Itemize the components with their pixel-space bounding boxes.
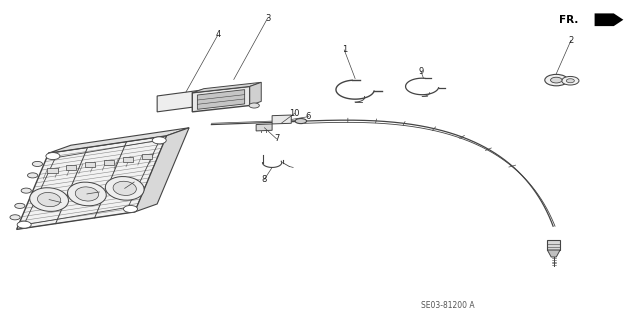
Polygon shape — [17, 136, 167, 229]
Text: 4: 4 — [215, 31, 220, 40]
Text: 10: 10 — [289, 109, 300, 118]
Bar — [104, 160, 114, 165]
Circle shape — [545, 74, 568, 86]
Text: 7: 7 — [274, 134, 279, 143]
Ellipse shape — [124, 205, 138, 212]
Bar — [85, 162, 95, 167]
Polygon shape — [157, 90, 205, 112]
Text: 1: 1 — [342, 45, 347, 55]
Ellipse shape — [113, 181, 136, 196]
Polygon shape — [192, 86, 250, 112]
Ellipse shape — [152, 137, 166, 144]
Ellipse shape — [38, 192, 61, 207]
Polygon shape — [272, 115, 291, 124]
Polygon shape — [192, 82, 261, 93]
Circle shape — [550, 77, 562, 83]
Circle shape — [566, 79, 574, 83]
Ellipse shape — [17, 221, 31, 228]
Circle shape — [249, 103, 259, 108]
Polygon shape — [49, 128, 189, 153]
Circle shape — [562, 77, 579, 85]
Ellipse shape — [28, 173, 38, 178]
Ellipse shape — [76, 187, 99, 201]
Ellipse shape — [295, 119, 307, 123]
Ellipse shape — [29, 188, 68, 211]
Text: FR.: FR. — [559, 15, 579, 25]
Ellipse shape — [21, 188, 31, 193]
Ellipse shape — [46, 152, 60, 160]
Bar — [142, 154, 152, 159]
Text: 6: 6 — [306, 112, 311, 121]
Text: 2: 2 — [568, 36, 573, 45]
Ellipse shape — [15, 203, 25, 208]
Bar — [47, 168, 58, 173]
Polygon shape — [197, 90, 244, 109]
Ellipse shape — [67, 182, 106, 206]
Text: 3: 3 — [265, 14, 270, 23]
Bar — [123, 157, 133, 162]
Polygon shape — [256, 124, 272, 131]
Text: 9: 9 — [419, 67, 424, 76]
Text: 8: 8 — [262, 175, 267, 184]
Polygon shape — [595, 13, 623, 26]
Polygon shape — [547, 241, 560, 250]
Polygon shape — [135, 128, 189, 212]
Bar — [66, 165, 76, 170]
Ellipse shape — [106, 176, 144, 200]
Polygon shape — [547, 250, 560, 257]
Text: SE03-81200 A: SE03-81200 A — [421, 301, 474, 310]
Ellipse shape — [32, 161, 42, 167]
Ellipse shape — [10, 215, 20, 220]
Polygon shape — [250, 82, 261, 106]
